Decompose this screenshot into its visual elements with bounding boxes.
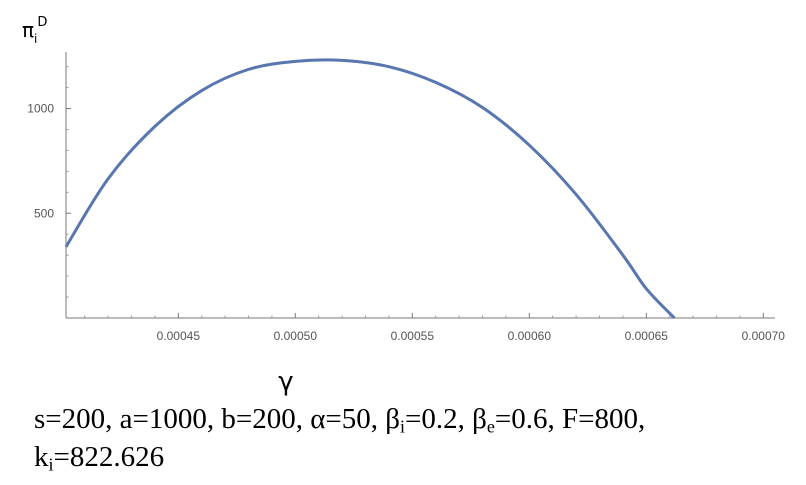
y-tick-label: 500	[34, 206, 54, 220]
caption-subscript: i	[48, 454, 54, 475]
caption-text: s=200, a=1000, b=200, α=50, β	[34, 403, 401, 435]
caption-text: k	[34, 441, 49, 473]
y-tick-label: 1000	[27, 102, 54, 116]
caption-text: =0.6, F=800,	[494, 403, 646, 435]
series-line	[64, 58, 676, 320]
x-tick-label: 0.00045	[157, 329, 201, 343]
y-axis-label-sup: D	[37, 15, 47, 30]
caption-line-1: s=200, a=1000, b=200, α=50, βi=0.2, βe=0…	[34, 400, 804, 438]
x-tick-label: 0.00055	[391, 329, 435, 343]
caption-subscript: e	[486, 416, 495, 437]
parameter-caption: s=200, a=1000, b=200, α=50, βi=0.2, βe=0…	[34, 400, 804, 476]
caption-text: =0.2, β	[405, 403, 487, 435]
x-tick-label: 0.00070	[742, 329, 786, 343]
y-axis-label: πiD	[22, 15, 47, 46]
y-axis-label-sub: i	[34, 32, 37, 46]
x-tick-label: 0.00065	[625, 329, 669, 343]
x-tick-label: 0.00050	[274, 329, 318, 343]
caption-line-2: ki=822.626	[34, 438, 804, 476]
y-axis-label-main: π	[22, 18, 34, 42]
chart: 0.00045 0.00050 0.00055 0.00060 0.00065 0.000…	[22, 15, 786, 397]
caption-text: =822.626	[53, 441, 165, 473]
x-axis-label: γ	[278, 367, 293, 397]
caption-subscript: i	[400, 416, 406, 437]
x-tick-label: 0.00060	[508, 329, 552, 343]
